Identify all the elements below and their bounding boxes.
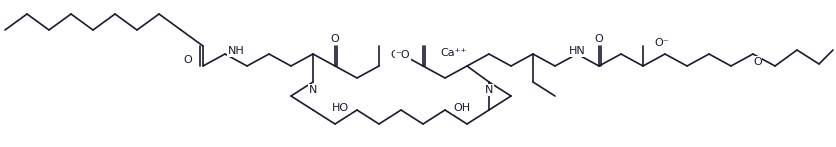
Text: O⁻: O⁻ [390,50,404,60]
Text: O: O [183,55,191,65]
Text: NH: NH [227,46,244,56]
Text: O: O [752,57,761,67]
Text: ⁻O: ⁻O [395,50,410,60]
Text: N: N [308,85,317,95]
Text: O: O [594,34,603,44]
Text: HN: HN [568,46,584,56]
Text: O⁻: O⁻ [653,38,668,48]
Text: O: O [330,34,339,44]
Text: OH: OH [452,103,470,113]
Text: Ca⁺⁺: Ca⁺⁺ [441,48,466,58]
Text: HO: HO [332,103,349,113]
Text: N: N [484,85,492,95]
